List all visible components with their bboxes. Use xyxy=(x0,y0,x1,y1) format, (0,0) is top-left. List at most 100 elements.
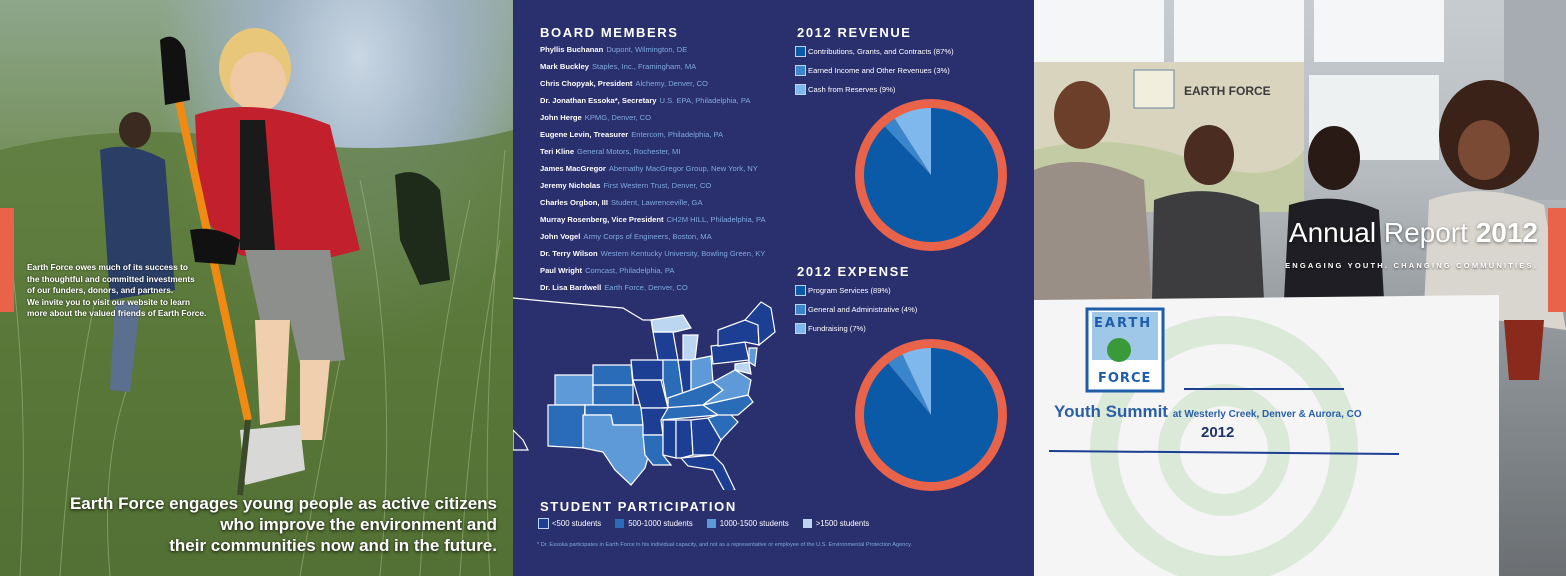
legend-swatch xyxy=(615,519,625,528)
participation-legend-item: 500-1000 students xyxy=(615,519,693,528)
participation-legend-item: >1500 students xyxy=(802,519,870,528)
board-member-affiliation: Western Kentucky University, Bowling Gre… xyxy=(600,249,766,258)
board-member-name: Teri Kline xyxy=(540,147,575,156)
legend-label: Cash from Reserves (9%) xyxy=(808,85,896,94)
banner-year: 2012 xyxy=(1201,424,1235,441)
board-member-affiliation: Army Corps of Engineers, Boston, MA xyxy=(583,232,712,241)
state-new-england xyxy=(743,301,776,347)
board-member-row: John Vogel Army Corps of Engineers, Bosto… xyxy=(540,232,800,249)
board-member-affiliation: Earth Force, Denver, CO xyxy=(604,283,688,292)
state-washington xyxy=(513,429,529,451)
expense-pie-slice-0 xyxy=(902,348,931,415)
thank-you-blurb: Earth Force owes much of its success to … xyxy=(27,262,227,320)
board-member-name: Paul Wright xyxy=(540,266,583,275)
legend-swatch xyxy=(795,46,806,57)
board-member-affiliation: CH2M HILL, Philadelphia, PA xyxy=(666,215,766,224)
board-member-row: Dr. Jonathan Essoka*, Secretary U.S. EPA,… xyxy=(540,96,800,113)
legend-swatch xyxy=(795,285,806,296)
board-member-name: Phyllis Buchanan xyxy=(540,45,604,54)
blurb-line: of our funders, donors, and partners. xyxy=(27,285,174,295)
expense-pie-slice-2 xyxy=(864,348,998,482)
expense-legend-item: General and Administrative (4%) xyxy=(795,300,1026,319)
financials-panel: BOARD MEMBERS Phyllis Buchanan Dupont, Wi… xyxy=(513,0,1034,576)
legend-swatch xyxy=(795,304,806,315)
banner-summit-label: Youth Summit xyxy=(1054,402,1168,421)
legend-swatch xyxy=(795,323,806,334)
right-edge-tab xyxy=(1548,208,1566,312)
legend-swatch xyxy=(795,65,806,76)
blurb-line: the thoughtful and committed investments xyxy=(27,273,195,284)
expense-legend-item: Program Services (89%) xyxy=(795,281,1026,300)
board-member-affiliation: Student, Lawrenceville, GA xyxy=(610,198,703,207)
state-alabama xyxy=(675,419,694,459)
youth-summit-photo-illustration: EARTH FORCE xyxy=(1034,0,1566,576)
annual-report-label: Annual Report xyxy=(1288,217,1468,248)
state-texas xyxy=(582,414,654,486)
revenue-pie-slice-1 xyxy=(884,118,931,175)
tagline-line: who improve the environment and xyxy=(220,515,497,534)
expense-legend-item: Fundraising (7%) xyxy=(795,319,1026,338)
board-member-affiliation: KPMG, Denver, CO xyxy=(584,113,652,122)
legend-swatch xyxy=(802,519,812,528)
board-member-name: James MacGregor xyxy=(540,164,606,173)
state-colorado xyxy=(554,374,594,406)
board-member-affiliation: Abernathy MacGregor Group, New York, NY xyxy=(608,164,758,173)
board-member-row: Paul Wright Comcast, Philadelphia, PA xyxy=(540,266,800,283)
legend-swatch xyxy=(795,84,806,95)
board-member-row: Eugene Levin, Treasurer Entercom, Philade… xyxy=(540,130,800,147)
legend-swatch xyxy=(538,518,549,529)
revenue-legend-item: Cash from Reserves (9%) xyxy=(795,80,1026,99)
board-member-affiliation: First Western Trust, Denver, CO xyxy=(603,181,712,190)
legend-label: >1500 students xyxy=(815,519,870,528)
state-new-mexico xyxy=(547,404,586,449)
annual-report-year: 2012 xyxy=(1475,217,1538,248)
state-maryland xyxy=(734,361,752,375)
board-member-affiliation: Dupont, Wilmington, DE xyxy=(606,45,688,54)
left-photo-panel: Earth Force owes much of its success to … xyxy=(0,0,513,576)
annual-report-title: Annual Report 2012 xyxy=(1289,217,1538,249)
meadow-photo-illustration xyxy=(0,28,513,576)
board-member-name: Charles Orgbon, III xyxy=(540,198,608,207)
revenue-pie-slice-2 xyxy=(864,108,998,242)
revenue-legend: Contributions, Grants, and Contracts (87… xyxy=(795,42,1026,99)
legend-swatch xyxy=(706,519,716,528)
map-outline xyxy=(513,297,653,321)
legend-label: Contributions, Grants, and Contracts (87… xyxy=(808,47,954,56)
state-new-jersey xyxy=(748,347,758,368)
participation-legend-item: <500 students xyxy=(538,518,602,529)
revenue-heading: 2012 REVENUE xyxy=(797,25,912,40)
board-member-name: Jeremy Nicholas xyxy=(540,181,601,190)
state-iowa xyxy=(630,359,664,381)
blurb-line: We invite you to visit our website to le… xyxy=(27,296,191,307)
mural-title: EARTH FORCE xyxy=(1184,84,1271,98)
state-mississippi xyxy=(662,419,677,459)
board-member-row: Jeremy Nicholas First Western Trust, Denv… xyxy=(540,181,800,198)
logo-earth-text: EARTH xyxy=(1094,316,1153,331)
expense-heading: 2012 EXPENSE xyxy=(797,264,911,279)
board-member-affiliation: Entercom, Philadelphia, PA xyxy=(631,130,724,139)
logo-force-text: FORCE xyxy=(1098,371,1152,386)
banner-summit-text: Youth Summit at Westerly Creek, Denver &… xyxy=(1054,402,1362,422)
left-edge-tab xyxy=(0,208,14,312)
board-member-name: Dr. Terry Wilson xyxy=(540,249,598,258)
board-member-row: James MacGregor Abernathy MacGregor Group… xyxy=(540,164,800,181)
board-member-name: Dr. Jonathan Essoka*, Secretary xyxy=(540,96,657,105)
revenue-legend-item: Earned Income and Other Revenues (3%) xyxy=(795,61,1026,80)
board-member-affiliation: U.S. EPA, Philadelphia, PA xyxy=(659,96,751,105)
board-member-name: Mark Buckley xyxy=(540,62,589,71)
legend-label: Fundraising (7%) xyxy=(808,324,866,333)
board-member-row: Murray Rosenberg, Vice President CH2M HIL… xyxy=(540,215,800,232)
legend-label: General and Administrative (4%) xyxy=(808,305,918,314)
board-member-name: Chris Chopyak, President xyxy=(540,79,633,88)
board-member-name: Murray Rosenberg, Vice President xyxy=(540,215,664,224)
blurb-line: Earth Force owes much of its success to xyxy=(27,262,188,272)
board-members-heading: BOARD MEMBERS xyxy=(540,25,679,40)
board-member-row: Phyllis Buchanan Dupont, Wilmington, DE xyxy=(540,45,800,62)
revenue-pie-slice-0 xyxy=(894,108,931,175)
legend-label: <500 students xyxy=(552,519,602,528)
board-member-row: John Herge KPMG, Denver, CO xyxy=(540,113,800,130)
board-member-row: Mark Buckley Staples, Inc., Framingham, M… xyxy=(540,62,800,79)
state-georgia xyxy=(690,417,722,456)
state-nebraska xyxy=(592,364,634,386)
legend-label: Earned Income and Other Revenues (3%) xyxy=(808,66,950,75)
